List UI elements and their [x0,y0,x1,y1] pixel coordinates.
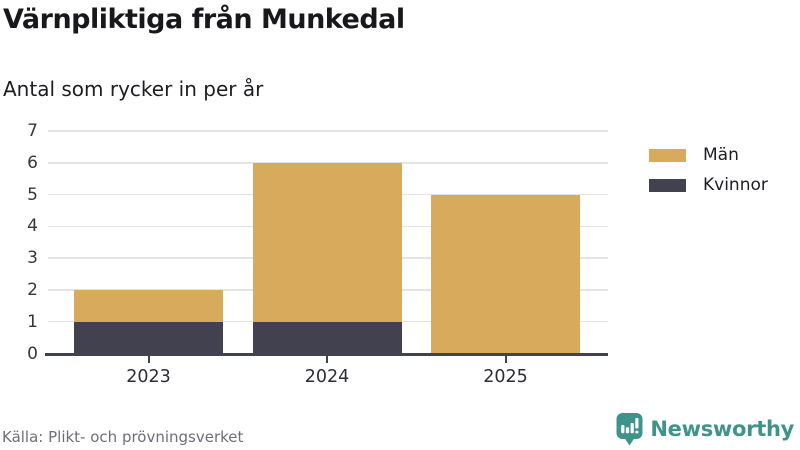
chart-subtitle: Antal som rycker in per år [3,77,264,101]
xtick-label-2025: 2025 [483,366,528,387]
bar-2025-män [431,194,580,354]
ytick-label-6: 6 [27,152,38,173]
xtick-label-2024: 2024 [304,366,350,387]
bar-2023-män [74,289,223,322]
ytick-label-3: 3 [27,248,38,269]
ytick-label-2: 2 [27,279,38,300]
legend-swatch-kvinnor [649,178,686,192]
x-axis-line [45,352,608,356]
legend-label-kvinnor: Kvinnor [703,175,768,195]
xtick-mark-2024 [326,355,328,363]
ytick-label-5: 5 [27,184,38,205]
legend-item-man: Män [649,146,768,164]
legend-item-kvinnor: Kvinnor [649,176,768,194]
xtick-label-2023: 2023 [126,366,171,387]
source-note: Källa: Plikt- och prövningsverket [2,428,244,446]
legend-swatch-man [649,148,686,162]
xtick-mark-2023 [147,355,150,363]
newsworthy-wordmark: Newsworthy [650,417,794,441]
bar-2024-män [252,162,402,322]
legend-label-man: Män [703,145,739,165]
legend: Män Kvinnor [649,146,768,194]
bar-2023-kvinnor [74,321,223,354]
chart-title: Värnpliktiga från Munkedal [3,4,405,35]
ytick-label-7: 7 [27,121,38,141]
ytick-label-0: 0 [27,343,38,364]
ytick-label-4: 4 [27,216,38,237]
gridline-y7 [48,130,608,132]
newsworthy-logo[interactable]: Newsworthy [616,412,794,446]
xtick-mark-2025 [504,355,507,363]
bar-2024-kvinnor [252,321,402,354]
ytick-label-1: 1 [27,311,38,332]
newsworthy-bubble-chart-icon [616,413,643,446]
